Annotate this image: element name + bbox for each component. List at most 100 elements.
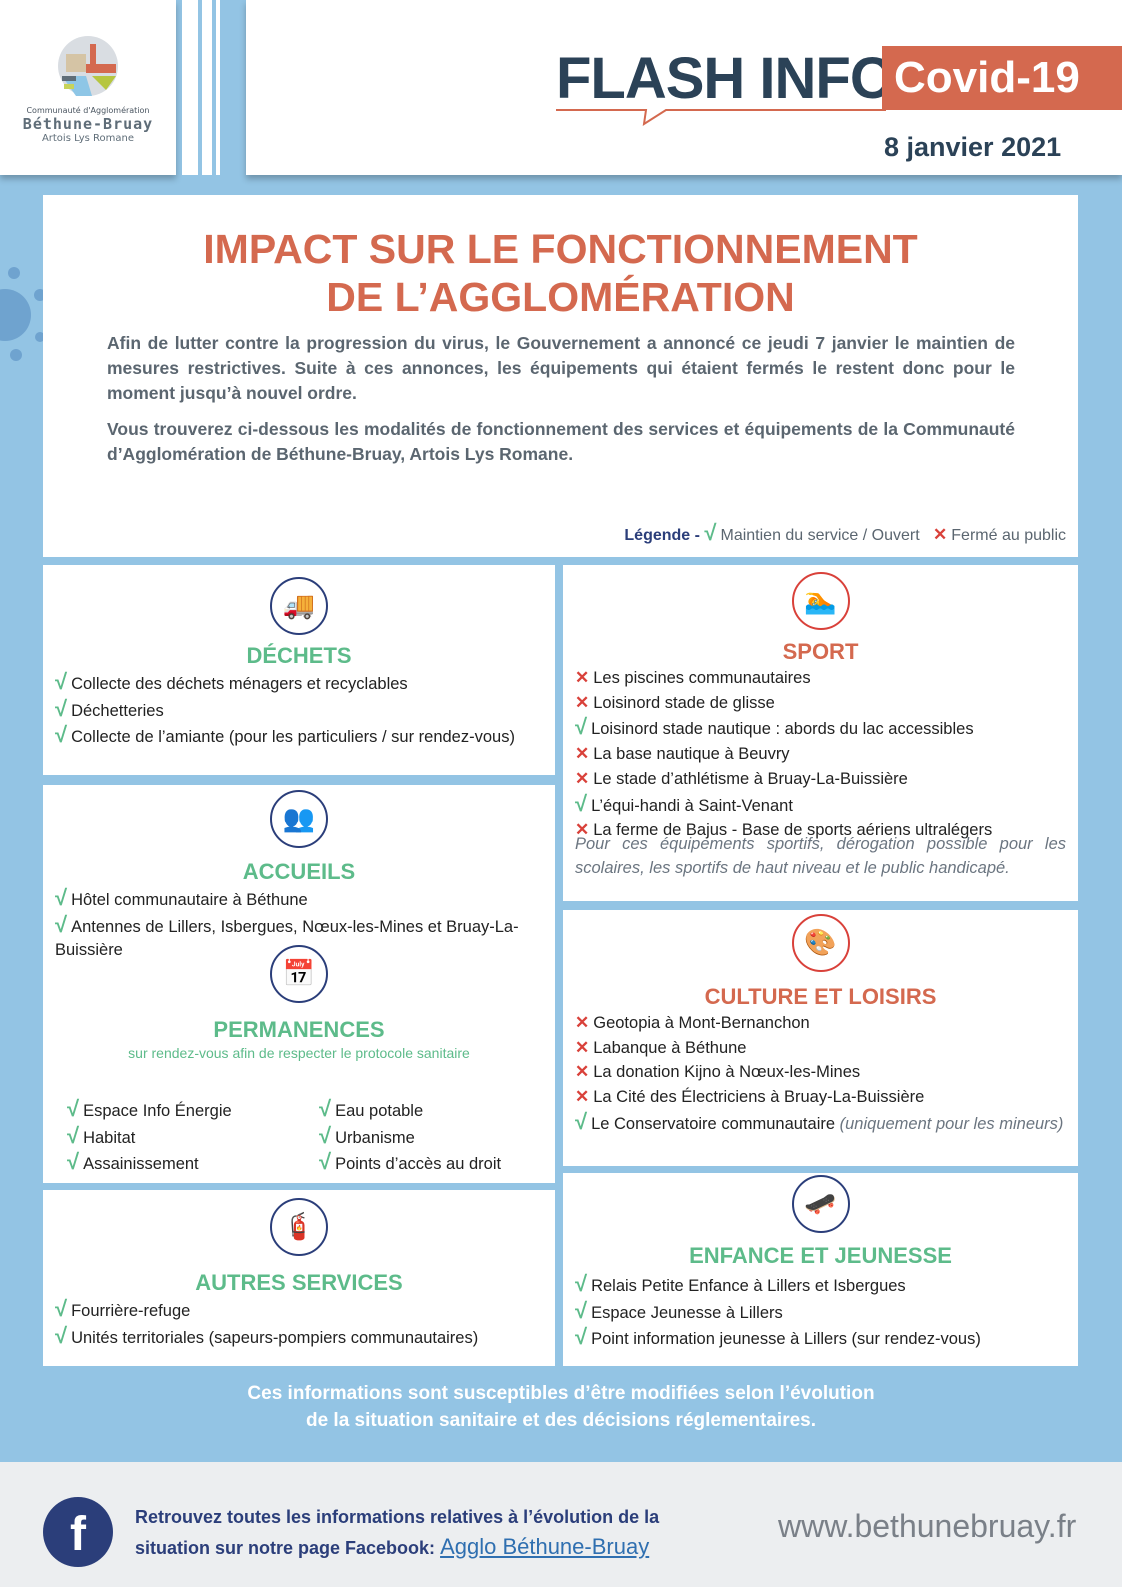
list-item: ✕ La Cité des Électriciens à Bruay-La-Bui… [575,1085,1066,1110]
page-title: IMPACT SUR LE FONCTIONNEMENT DE L’AGGLOM… [43,225,1078,321]
list-item-text: Déchetteries [71,701,164,720]
list-item-text: Points d’accès au droit [335,1155,502,1174]
disclaimer-line1: Ces informations sont susceptibles d’êtr… [247,1383,875,1404]
list-item: √ Assainissement [67,1150,307,1177]
check-icon: √ [704,520,717,545]
title-line1: IMPACT SUR LE FONCTIONNEMENT [203,226,918,272]
section-title: SPORT [782,639,859,664]
list-item-text: Assainissement [83,1155,199,1174]
list-item-text: Habitat [83,1128,136,1147]
list-item-text: La Cité des Électriciens à Bruay-La-Buis… [593,1088,925,1107]
list-item: √ Espace Jeunesse à Lillers [575,1297,1066,1326]
section-title: DÉCHETS [246,643,352,668]
list-item: ✕ Labanque à Béthune [575,1036,1066,1061]
covid-badge: Covid-19 [882,46,1122,110]
check-icon: √ [67,1149,80,1175]
list-item-text: Espace Info Énergie [83,1102,232,1120]
check-icon: √ [67,1122,80,1148]
check-icon: √ [55,911,68,937]
list-item-text: Fourrière-refuge [71,1302,191,1320]
check-icon: √ [55,885,68,910]
facebook-icon[interactable]: f [43,1497,113,1567]
status-list: √ Hôtel communautaire à Béthune √ Antennes … [55,886,543,963]
section-sport: 🏊 SPORT ✕ Les piscines communautaires ✕ Loi… [563,565,1078,901]
list-item: √ Espace Info Énergie [67,1097,307,1124]
intro-paragraph-2: Vous trouverez ci-dessous les modalités … [107,419,1015,464]
check-icon: √ [319,1149,332,1175]
list-item: √ Collecte des déchets ménagers et recycl… [55,670,543,697]
cross-icon: ✕ [575,668,590,687]
easel-music-icon: 🎨 [791,914,850,972]
section-enfance-jeunesse: 🛹 ENFANCE ET JEUNESSE √ Relais Petite Enf… [563,1173,1078,1366]
list-item-text: Unités territoriales (sapeurs-pompiers c… [71,1328,479,1347]
status-list: √ Relais Petite Enfance à Lillers et Isbe… [575,1272,1066,1352]
list-item-text: Point information jeunesse à Lillers (su… [591,1330,981,1349]
list-item-text: La donation Kijno à Nœux-les-Mines [593,1063,861,1082]
cross-icon: ✕ [575,768,590,788]
flash-info-title: FLASH INFO [556,46,895,111]
section-title: CULTURE ET LOISIRS [704,984,937,1009]
cross-icon: ✕ [575,820,590,840]
facebook-page-link[interactable]: Agglo Béthune-Bruay [440,1534,650,1559]
facebook-text: Retrouvez toutes les informations relati… [135,1502,659,1563]
list-item-text: Urbanisme [335,1128,415,1147]
check-icon: √ [575,1108,588,1134]
check-icon: √ [575,790,588,816]
facebook-text-line2: situation sur notre page Facebook: [135,1538,436,1558]
list-item-text: Espace Jeunesse à Lillers [591,1303,783,1322]
check-icon: √ [67,1096,80,1121]
list-item-text: Labanque à Béthune [593,1038,747,1057]
list-item: √ Unités territoriales (sapeurs-pompiers … [55,1322,543,1351]
list-item-text: Le stade d’athlétisme à Bruay-La-Buissiè… [593,769,908,788]
section-title: ACCUEILS [242,859,356,884]
check-icon: √ [575,714,588,740]
date: 8 janvier 2021 [884,132,1062,162]
section-accueils: 👥 ACCUEILS √ Hôtel communautaire à Béthun… [43,785,555,1183]
list-item: √ Eau potable [319,1097,549,1124]
list-item-text: Relais Petite Enfance à Lillers et Isber… [591,1277,906,1295]
list-item: √ Points d’accès au droit [319,1150,549,1177]
list-item-text: Collecte des déchets ménagers et recycla… [71,675,408,693]
list-item: √ Déchetteries [55,696,543,724]
sport-note: Pour ces équipements sportifs, dérogatio… [575,835,1066,877]
list-item: √ Loisinord stade nautique : abords du la… [575,715,1066,742]
list-item: √ Urbanisme [319,1123,549,1151]
check-icon: √ [55,722,68,748]
list-item: ✕ La base nautique à Beuvry [575,742,1066,767]
list-item-note: (uniquement pour les mineurs) [839,1114,1064,1133]
intro-card: IMPACT SUR LE FONCTIONNEMENT DE L’AGGLOM… [43,195,1078,557]
logo[interactable]: Communauté d'Agglomération Béthune-Bruay… [0,0,176,175]
section-title: AUTRES SERVICES [195,1270,403,1295]
logo-line2: Béthune-Bruay [22,115,154,133]
list-item: ✕ Geotopia à Mont-Bernanchon [575,1011,1066,1036]
list-item: ✕ La donation Kijno à Nœux-les-Mines [575,1060,1066,1085]
check-icon: √ [55,669,68,694]
list-item-text: Le Conservatoire communautaire [591,1114,836,1133]
swimmer-icon: 🏊 [791,572,850,630]
cross-icon: ✕ [575,1013,590,1032]
check-icon: √ [575,1271,588,1296]
cross-icon: ✕ [933,525,948,544]
list-item: √ Collecte de l’amiante (pour les particu… [55,723,543,750]
website-link[interactable]: www.bethunebruay.fr [778,1508,1077,1544]
list-item: √ Antennes de Lillers, Isbergues, Nœux-le… [55,911,543,963]
skater-icon: 🛹 [791,1175,850,1233]
facebook-text-line1: Retrouvez toutes les informations relati… [135,1507,660,1527]
section-dechets: 🚚 DÉCHETS √ Collecte des déchets ménagers… [43,565,555,775]
list-item: ✕ La ferme de Bajus - Base de sports aéri… [575,818,1066,843]
check-icon: √ [55,1322,68,1348]
section-title: ENFANCE ET JEUNESSE [689,1243,952,1268]
list-item-text: La base nautique à Beuvry [593,745,790,764]
reception-icon: 👥 [270,790,328,848]
section-culture-loisirs: 🎨 CULTURE ET LOISIRS ✕ Geotopia à Mont-Be… [563,910,1078,1166]
list-item-text: Les piscines communautaires [593,669,811,687]
firefighter-icon: 🧯 [270,1198,328,1256]
list-item-text: Loisinord stade nautique : abords du lac… [591,720,974,739]
list-item-text: Hôtel communautaire à Béthune [71,891,308,909]
logo-line3: Artois Lys Romane [41,133,135,144]
cross-icon: ✕ [575,1037,590,1057]
check-icon: √ [575,1297,588,1323]
truck-icon: 🚚 [270,577,328,635]
title-line2: DE L’AGGLOMÉRATION [326,274,795,320]
status-list: √ Fourrière-refuge √ Unités territoriales (… [55,1297,543,1350]
